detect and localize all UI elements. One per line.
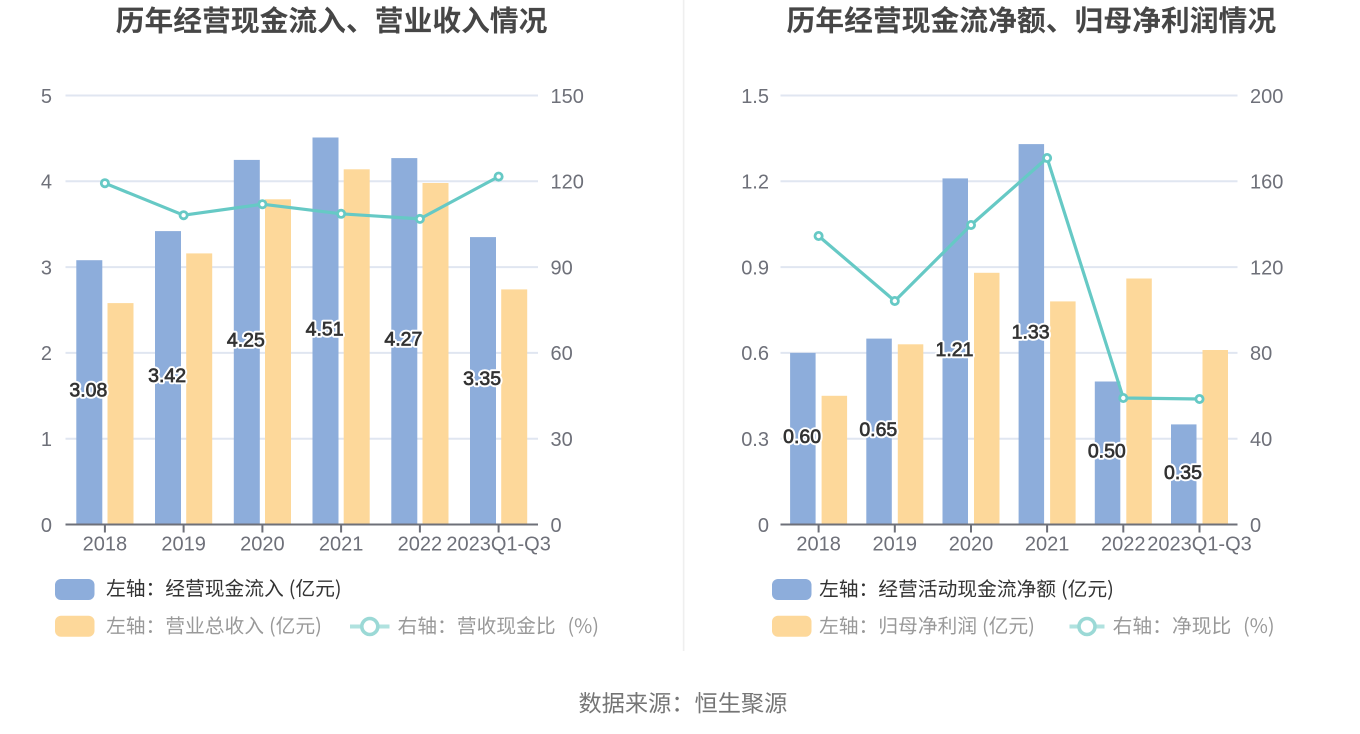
svg-text:2023Q1-Q3: 2023Q1-Q3 xyxy=(446,534,551,556)
svg-text:4.27: 4.27 xyxy=(384,329,422,351)
svg-text:4.51: 4.51 xyxy=(306,318,344,340)
svg-text:1.21: 1.21 xyxy=(936,339,974,361)
svg-text:0: 0 xyxy=(551,515,562,537)
svg-text:1.5: 1.5 xyxy=(741,86,769,108)
svg-text:40: 40 xyxy=(1250,429,1272,451)
svg-text:2022: 2022 xyxy=(398,534,443,556)
svg-text:3.08: 3.08 xyxy=(69,380,107,402)
svg-text:150: 150 xyxy=(551,86,584,108)
svg-text:0.50: 0.50 xyxy=(1088,440,1126,462)
svg-text:3.42: 3.42 xyxy=(148,365,186,387)
svg-text:2023Q1-Q3: 2023Q1-Q3 xyxy=(1147,534,1252,556)
svg-text:90: 90 xyxy=(551,257,573,279)
svg-text:0: 0 xyxy=(1250,515,1261,537)
svg-text:160: 160 xyxy=(1250,172,1283,194)
svg-text:80: 80 xyxy=(1250,343,1272,365)
svg-text:1.2: 1.2 xyxy=(741,172,769,194)
svg-text:2022: 2022 xyxy=(1101,534,1146,556)
svg-text:2021: 2021 xyxy=(1025,534,1070,556)
svg-text:5: 5 xyxy=(41,86,52,108)
svg-text:0.6: 0.6 xyxy=(741,343,769,365)
svg-text:2021: 2021 xyxy=(319,534,364,556)
svg-text:2019: 2019 xyxy=(873,534,918,556)
svg-text:3.42: 3.42 xyxy=(148,365,186,387)
svg-text:4.25: 4.25 xyxy=(227,330,265,352)
svg-text:1.21: 1.21 xyxy=(936,339,974,361)
svg-text:1.33: 1.33 xyxy=(1012,322,1050,344)
svg-text:3: 3 xyxy=(41,257,52,279)
svg-text:200: 200 xyxy=(1250,86,1283,108)
svg-text:120: 120 xyxy=(551,172,584,194)
svg-text:4.51: 4.51 xyxy=(306,318,344,340)
svg-text:0.35: 0.35 xyxy=(1164,462,1202,484)
svg-text:4.25: 4.25 xyxy=(227,330,265,352)
svg-text:2020: 2020 xyxy=(949,534,994,556)
svg-text:0.65: 0.65 xyxy=(859,419,897,441)
svg-text:2020: 2020 xyxy=(240,534,285,556)
svg-text:3.08: 3.08 xyxy=(69,380,107,402)
svg-text:1: 1 xyxy=(41,429,52,451)
svg-text:2018: 2018 xyxy=(796,534,841,556)
svg-text:4.27: 4.27 xyxy=(384,329,422,351)
svg-text:3.35: 3.35 xyxy=(463,368,501,390)
svg-text:0.35: 0.35 xyxy=(1164,462,1202,484)
svg-text:0.60: 0.60 xyxy=(783,426,821,448)
svg-text:2019: 2019 xyxy=(161,534,206,556)
svg-text:0.65: 0.65 xyxy=(859,419,897,441)
svg-text:120: 120 xyxy=(1250,257,1283,279)
svg-text:3.35: 3.35 xyxy=(463,368,501,390)
svg-text:0.9: 0.9 xyxy=(741,257,769,279)
svg-text:4: 4 xyxy=(41,172,52,194)
svg-text:2018: 2018 xyxy=(83,534,128,556)
svg-text:2: 2 xyxy=(41,343,52,365)
svg-text:0: 0 xyxy=(758,515,769,537)
svg-text:1.33: 1.33 xyxy=(1012,322,1050,344)
svg-text:60: 60 xyxy=(551,343,573,365)
svg-text:0.50: 0.50 xyxy=(1088,440,1126,462)
svg-text:0.60: 0.60 xyxy=(783,426,821,448)
svg-text:0: 0 xyxy=(41,515,52,537)
svg-text:0.3: 0.3 xyxy=(741,429,769,451)
svg-text:30: 30 xyxy=(551,429,573,451)
